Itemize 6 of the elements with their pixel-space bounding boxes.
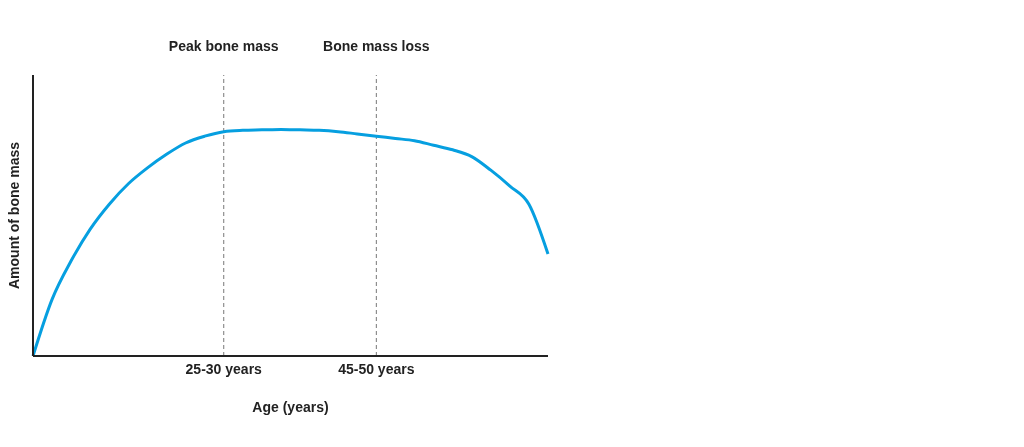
x-tick-label: 45-50 years (338, 360, 415, 377)
x-axis-title: Age (years) (252, 399, 329, 415)
x-tick-label: 25-30 years (185, 360, 263, 377)
ref-line-label: Peak bone mass (168, 38, 279, 54)
y-axis-title: Amount of bone mass (5, 141, 22, 290)
ref-line-label: Bone mass loss (323, 38, 430, 54)
